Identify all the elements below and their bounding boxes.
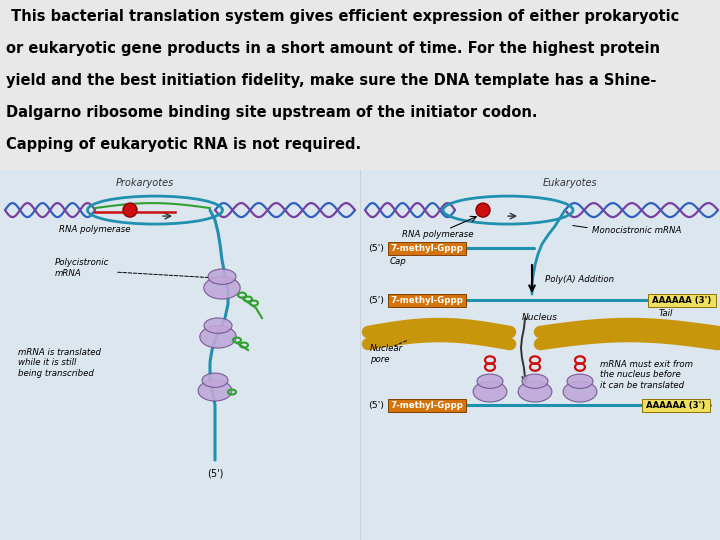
Text: 7-methyl-Gppp: 7-methyl-Gppp [390, 401, 464, 409]
Ellipse shape [518, 381, 552, 402]
FancyBboxPatch shape [642, 399, 710, 411]
Ellipse shape [208, 269, 236, 285]
Text: mRNA is translated
while it is still
being transcribed: mRNA is translated while it is still bei… [18, 348, 101, 378]
FancyBboxPatch shape [0, 170, 360, 540]
FancyBboxPatch shape [388, 294, 466, 307]
Text: RNA polymerase: RNA polymerase [59, 225, 131, 234]
Text: 7-methyl-Gppp: 7-methyl-Gppp [390, 244, 464, 253]
Text: Eukaryotes: Eukaryotes [543, 178, 598, 188]
Text: (5'): (5') [207, 468, 223, 478]
Ellipse shape [522, 374, 548, 388]
Ellipse shape [563, 381, 597, 402]
Text: or eukaryotic gene products in a short amount of time. For the highest protein: or eukaryotic gene products in a short a… [6, 42, 660, 56]
Text: Dalgarno ribosome binding site upstream of the initiator codon.: Dalgarno ribosome binding site upstream … [6, 105, 537, 120]
Text: 7-methyl-Gppp: 7-methyl-Gppp [390, 295, 464, 305]
Text: AAAAAA (3'): AAAAAA (3') [647, 401, 706, 409]
Text: This bacterial translation system gives efficient expression of either prokaryot: This bacterial translation system gives … [6, 9, 679, 24]
FancyBboxPatch shape [388, 399, 466, 411]
Text: Prokaryotes: Prokaryotes [116, 178, 174, 188]
FancyBboxPatch shape [648, 294, 716, 307]
Ellipse shape [477, 374, 503, 388]
Text: Poly(A) Addition: Poly(A) Addition [545, 274, 614, 284]
Ellipse shape [202, 373, 228, 387]
Text: Nucleus: Nucleus [522, 313, 558, 321]
Ellipse shape [204, 318, 232, 333]
Text: yield and the best initiation fidelity, make sure the DNA template has a Shine-: yield and the best initiation fidelity, … [6, 73, 656, 89]
Text: Cap: Cap [390, 257, 407, 266]
Ellipse shape [473, 381, 507, 402]
Ellipse shape [198, 380, 232, 401]
Text: (5'): (5') [368, 401, 384, 409]
Text: Polycistronic
mRNA: Polycistronic mRNA [55, 258, 109, 278]
FancyBboxPatch shape [360, 170, 720, 540]
Circle shape [123, 203, 137, 217]
Text: AAAAAA (3'): AAAAAA (3') [652, 295, 711, 305]
Text: Nuclear
pore: Nuclear pore [370, 345, 403, 364]
Text: Capping of eukaryotic RNA is not required.: Capping of eukaryotic RNA is not require… [6, 137, 361, 152]
Text: RNA polymerase: RNA polymerase [402, 230, 474, 239]
Text: (5'): (5') [368, 295, 384, 305]
Text: mRNA must exit from
the nucleus before
it can be translated: mRNA must exit from the nucleus before i… [600, 360, 693, 390]
Text: (5'): (5') [368, 244, 384, 253]
Text: Monocistronic mRNA: Monocistronic mRNA [592, 226, 681, 234]
Ellipse shape [567, 374, 593, 388]
Ellipse shape [204, 276, 240, 299]
Text: Tail: Tail [659, 309, 673, 318]
Ellipse shape [200, 326, 236, 348]
Circle shape [476, 203, 490, 217]
FancyBboxPatch shape [388, 241, 466, 254]
